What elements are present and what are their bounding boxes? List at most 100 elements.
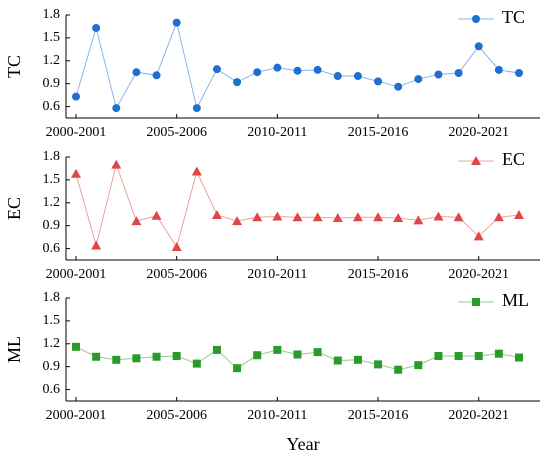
marker <box>233 364 242 373</box>
marker <box>313 65 322 74</box>
marker <box>453 212 464 222</box>
x-tick-label: 2020-2021 <box>448 267 509 282</box>
x-tick-label: 2015-2016 <box>348 267 409 282</box>
y-tick-label: 0.6 <box>43 241 61 256</box>
y-tick-label: 0.6 <box>43 99 61 114</box>
marker <box>454 351 463 360</box>
marker <box>212 345 221 354</box>
marker <box>434 351 443 360</box>
y-tick-label: 1.8 <box>43 7 61 22</box>
x-axis-label: Year <box>286 434 319 454</box>
marker <box>333 356 342 365</box>
y-tick-label: 1.2 <box>43 336 61 351</box>
y-tick-label: 0.9 <box>43 359 61 374</box>
marker <box>131 216 142 226</box>
y-tick-label: 0.9 <box>43 76 61 91</box>
x-tick-label: 2010-2011 <box>247 408 307 423</box>
marker <box>232 216 243 226</box>
marker <box>313 348 322 357</box>
legend-label: ML <box>502 290 529 310</box>
marker <box>434 70 443 79</box>
marker <box>91 240 102 250</box>
marker <box>292 212 303 222</box>
marker <box>413 215 424 225</box>
marker <box>171 242 182 252</box>
marker <box>272 211 283 221</box>
marker <box>414 361 423 370</box>
y-tick-label: 1.8 <box>43 290 61 305</box>
x-tick-label: 2000-2001 <box>46 125 107 140</box>
series-line <box>75 20 520 110</box>
marker <box>172 351 181 360</box>
y-axis-label: ML <box>4 336 24 363</box>
y-axis-label: TC <box>4 55 24 78</box>
marker <box>494 349 503 358</box>
x-tick-label: 2020-2021 <box>448 408 509 423</box>
x-tick-label: 2000-2001 <box>46 408 107 423</box>
x-tick-label: 2020-2021 <box>448 125 509 140</box>
marker <box>172 18 181 27</box>
marker <box>192 104 201 113</box>
marker <box>293 350 302 359</box>
y-tick-label: 1.5 <box>43 30 61 45</box>
marker <box>151 210 162 220</box>
marker <box>111 159 122 169</box>
marker <box>353 72 362 81</box>
marker <box>393 213 404 223</box>
marker <box>515 68 523 77</box>
legend-label: EC <box>502 149 525 169</box>
y-tick-label: 1.2 <box>43 195 61 210</box>
y-tick-label: 1.5 <box>43 313 61 328</box>
x-tick-label: 2010-2011 <box>247 267 307 282</box>
marker <box>414 75 423 84</box>
marker <box>72 342 80 351</box>
y-tick-label: 0.9 <box>43 218 61 233</box>
marker <box>474 42 483 51</box>
y-tick-label: 1.2 <box>43 53 61 68</box>
marker <box>514 209 524 219</box>
marker <box>515 353 523 362</box>
x-tick-label: 2005-2006 <box>146 125 207 140</box>
y-tick-label: 0.6 <box>43 382 61 397</box>
marker <box>112 355 121 364</box>
marker <box>233 78 242 87</box>
marker <box>293 66 302 75</box>
x-tick-label: 2000-2001 <box>46 267 107 282</box>
marker <box>92 23 101 32</box>
marker <box>494 65 503 74</box>
marker <box>312 212 323 222</box>
marker <box>332 213 343 223</box>
marker <box>132 68 141 77</box>
marker <box>474 351 483 360</box>
y-tick-label: 1.5 <box>43 172 61 187</box>
marker <box>471 156 481 165</box>
marker <box>112 104 121 113</box>
marker <box>454 68 463 77</box>
marker <box>211 209 222 219</box>
y-tick-label: 1.8 <box>43 149 61 164</box>
marker <box>253 351 262 360</box>
marker <box>253 68 262 77</box>
marker <box>212 65 221 74</box>
marker <box>472 15 480 23</box>
x-tick-label: 2015-2016 <box>348 408 409 423</box>
x-tick-label: 2005-2006 <box>146 408 207 423</box>
marker <box>394 82 403 91</box>
marker <box>333 72 342 81</box>
marker <box>394 365 403 374</box>
x-tick-label: 2010-2011 <box>247 125 307 140</box>
marker <box>252 212 263 222</box>
legend-label: TC <box>502 7 525 27</box>
x-tick-label: 2005-2006 <box>146 267 207 282</box>
marker <box>192 359 201 368</box>
marker <box>374 77 383 86</box>
marker <box>273 63 282 72</box>
marker <box>433 211 444 221</box>
y-axis-label: EC <box>4 197 24 220</box>
marker <box>374 360 383 369</box>
marker <box>71 168 81 178</box>
marker <box>152 352 161 361</box>
marker <box>493 212 504 222</box>
marker <box>473 231 484 241</box>
